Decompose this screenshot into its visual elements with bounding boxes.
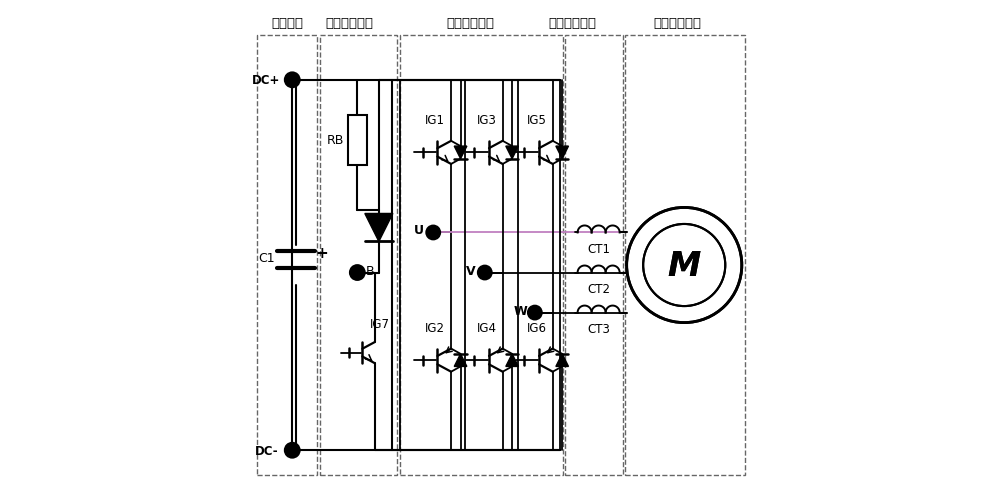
Circle shape	[350, 266, 365, 281]
Text: CT3: CT3	[587, 323, 610, 336]
Text: CT2: CT2	[587, 283, 610, 296]
Bar	[625, 36, 745, 475]
Polygon shape	[556, 354, 568, 367]
Circle shape	[629, 210, 739, 321]
Text: 功率逆变模块: 功率逆变模块	[446, 17, 494, 30]
Text: IG1: IG1	[425, 114, 445, 127]
Polygon shape	[556, 147, 568, 159]
Text: V: V	[466, 264, 476, 277]
Circle shape	[478, 266, 492, 280]
Text: CT1: CT1	[587, 242, 610, 256]
Text: IG2: IG2	[425, 322, 445, 334]
Text: RB: RB	[327, 134, 344, 147]
Bar	[320, 36, 397, 475]
Polygon shape	[506, 147, 518, 159]
Text: C1: C1	[258, 252, 275, 265]
Text: +: +	[315, 245, 328, 261]
Text: IG7: IG7	[370, 318, 390, 331]
Bar	[348, 116, 367, 165]
Text: IG3: IG3	[477, 114, 497, 127]
Text: M: M	[668, 249, 701, 282]
Text: DC+: DC+	[252, 74, 280, 87]
Text: IG6: IG6	[527, 322, 547, 334]
Bar	[565, 36, 623, 475]
Text: DC-: DC-	[254, 444, 278, 457]
Text: M: M	[668, 249, 701, 282]
Text: B: B	[366, 264, 374, 277]
Text: 永磁同步电机: 永磁同步电机	[654, 17, 702, 30]
Circle shape	[285, 73, 300, 88]
Polygon shape	[365, 214, 393, 242]
Text: 能耗制动模块: 能耗制动模块	[326, 17, 374, 30]
Circle shape	[426, 226, 440, 240]
Circle shape	[627, 208, 742, 323]
Text: 电流采集模块: 电流采集模块	[549, 17, 597, 30]
Bar	[257, 36, 317, 475]
Text: W: W	[514, 304, 528, 317]
Bar	[400, 36, 563, 475]
Text: IG5: IG5	[527, 114, 547, 127]
Circle shape	[285, 443, 300, 458]
Text: U: U	[414, 224, 424, 237]
Polygon shape	[506, 354, 518, 367]
Text: IG4: IG4	[477, 322, 497, 334]
Text: 直流母线: 直流母线	[271, 17, 303, 30]
Polygon shape	[454, 147, 467, 159]
Polygon shape	[454, 354, 467, 367]
Circle shape	[528, 306, 542, 320]
